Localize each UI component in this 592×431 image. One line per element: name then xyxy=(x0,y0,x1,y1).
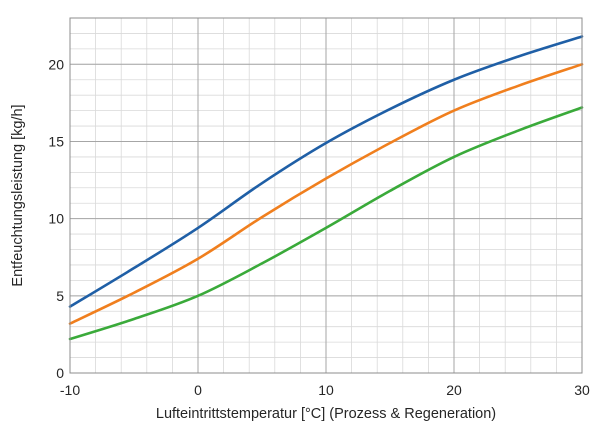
series-line-1 xyxy=(68,35,584,308)
y-tick-label: 5 xyxy=(56,288,64,304)
plot-frame xyxy=(69,17,583,374)
series-line-3 xyxy=(68,106,584,341)
y-tick-label: 20 xyxy=(48,56,64,72)
y-tick-labels: 0 5 10 15 20 xyxy=(48,56,64,381)
x-axis-title: Lufteintrittstemperatur [°C] (Prozess & … xyxy=(156,406,496,422)
y-tick-label: 0 xyxy=(56,365,64,381)
y-tick-label: 10 xyxy=(48,211,64,227)
x-tick-labels: -10 0 10 20 30 xyxy=(60,382,590,398)
x-tick-label: 20 xyxy=(446,382,462,398)
x-tick-label: 30 xyxy=(574,382,590,398)
y-tick-label: 15 xyxy=(48,133,64,149)
x-tick-label: -10 xyxy=(60,382,80,398)
series-layer xyxy=(68,35,584,341)
series-line-2 xyxy=(68,63,584,325)
y-axis-title: Entfeuchtungsleistung [kg/h] xyxy=(10,104,26,286)
x-tick-label: 0 xyxy=(194,382,202,398)
x-tick-label: 10 xyxy=(318,382,334,398)
